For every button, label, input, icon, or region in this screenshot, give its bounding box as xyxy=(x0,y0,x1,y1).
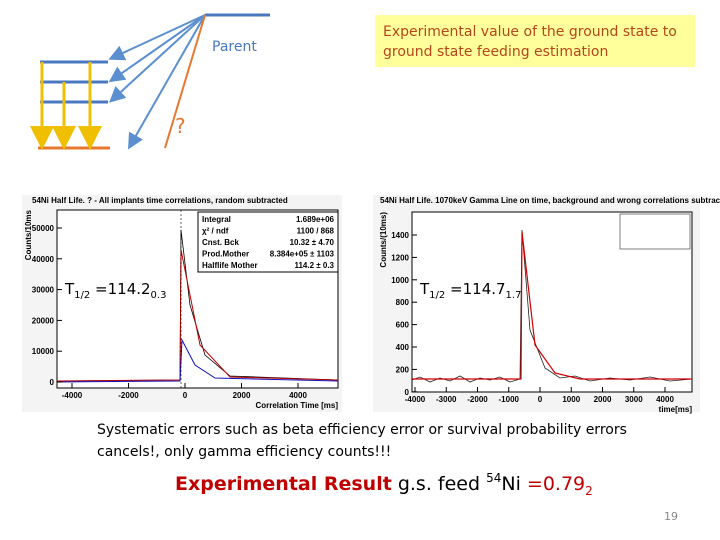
hl-sub: 1/2 xyxy=(429,290,445,301)
stat-value: 1100 / 868 xyxy=(297,227,335,236)
y-tick-label: 20000 xyxy=(32,316,55,325)
x-tick-label: 4000 xyxy=(289,391,307,400)
x-tick-label: -3000 xyxy=(436,395,457,404)
hl-symbol: T xyxy=(419,280,430,298)
result-label: Experimental Result xyxy=(175,473,392,495)
stat-value: 114.2 ± 0.3 xyxy=(294,261,334,270)
y-tick-label: 50000 xyxy=(32,224,55,233)
callout-box xyxy=(375,15,695,67)
callout-line: ground state feeding estimation xyxy=(383,44,608,60)
x-axis-label: Correlation Time [ms] xyxy=(255,401,338,410)
stat-name: χ² / ndf xyxy=(202,227,229,236)
plot-title: 54Ni Half Life. ? - All implants time co… xyxy=(32,196,288,205)
plot: 54Ni Half Life. 1070keV Gamma Line on ti… xyxy=(373,195,720,414)
x-tick-label: 4000 xyxy=(656,395,674,404)
callout-line: Experimental value of the ground state t… xyxy=(383,24,677,40)
hl-value: =114.2 xyxy=(90,280,150,298)
stat-value: 1.689e+06 xyxy=(296,215,335,224)
y-tick-label: 600 xyxy=(396,321,410,330)
half-life: T1/2 =114.71.7 xyxy=(419,280,521,301)
stat-value: 10.32 ± 4.70 xyxy=(290,238,335,247)
hl-sub: 1/2 xyxy=(74,290,90,301)
stat-name: Cnst. Bck xyxy=(202,238,239,247)
x-tick-label: -1000 xyxy=(499,395,520,404)
y-tick-label: 0 xyxy=(50,378,55,387)
x-tick-label: -4000 xyxy=(62,391,83,400)
x-tick-label: -4000 xyxy=(405,395,426,404)
stat-name: Halflife Mother xyxy=(202,261,258,270)
plot-title: 54Ni Half Life. 1070keV Gamma Line on ti… xyxy=(380,196,720,205)
x-tick-label: 2000 xyxy=(233,391,251,400)
result-element: Ni xyxy=(501,473,527,495)
x-axis-label: time[ms] xyxy=(659,405,693,414)
page-number: 19 xyxy=(664,510,678,523)
result-sub: 2 xyxy=(585,484,593,498)
plot: 54Ni Half Life. ? - All implants time co… xyxy=(22,195,342,412)
stat-name: Integral xyxy=(202,215,231,224)
half-life: T1/2 =114.20.3 xyxy=(64,280,166,301)
result: Experimental Result g.s. feed 54Ni =0.79… xyxy=(175,471,593,498)
stat-name: Prod.Mother xyxy=(202,250,249,259)
result-value: =0.79 xyxy=(527,473,585,495)
x-tick-label: 3000 xyxy=(625,395,643,404)
x-tick-label: 0 xyxy=(183,391,188,400)
decay-scheme: Parent ? xyxy=(30,13,270,150)
y-tick-label: 800 xyxy=(396,298,410,307)
x-tick-label: -2000 xyxy=(467,395,488,404)
hl-error: 1.7 xyxy=(506,290,522,301)
note-line: cancels!, only gamma efficiency counts!!… xyxy=(97,444,391,460)
parent-label: Parent xyxy=(212,39,257,55)
y-axis-label: Counts/10ms xyxy=(24,209,33,260)
x-tick-label: 0 xyxy=(538,395,543,404)
x-tick-label: 2000 xyxy=(594,395,612,404)
x-tick-label: 1000 xyxy=(562,395,580,404)
result-text: g.s. feed xyxy=(392,473,486,495)
question-mark: ? xyxy=(175,114,186,138)
y-tick-label: 1200 xyxy=(391,253,409,262)
y-tick-label: 1400 xyxy=(391,231,409,240)
y-tick-label: 30000 xyxy=(32,286,55,295)
x-tick-label: -2000 xyxy=(118,391,139,400)
y-tick-label: 0 xyxy=(405,388,410,397)
y-tick-label: 400 xyxy=(396,343,410,352)
stat-value: 8.384e+05 ± 1103 xyxy=(270,250,335,259)
note-line: Systematic errors such as beta efficienc… xyxy=(97,422,627,438)
result-sup: 54 xyxy=(486,471,501,485)
hl-symbol: T xyxy=(64,280,75,298)
y-tick-label: 10000 xyxy=(32,347,55,356)
y-tick-label: 1000 xyxy=(391,276,409,285)
y-axis-label: Counts/(10ms) xyxy=(379,212,388,268)
hl-error: 0.3 xyxy=(151,290,167,301)
hl-value: =114.7 xyxy=(445,280,505,298)
y-tick-label: 200 xyxy=(396,365,410,374)
y-tick-label: 40000 xyxy=(32,255,55,264)
